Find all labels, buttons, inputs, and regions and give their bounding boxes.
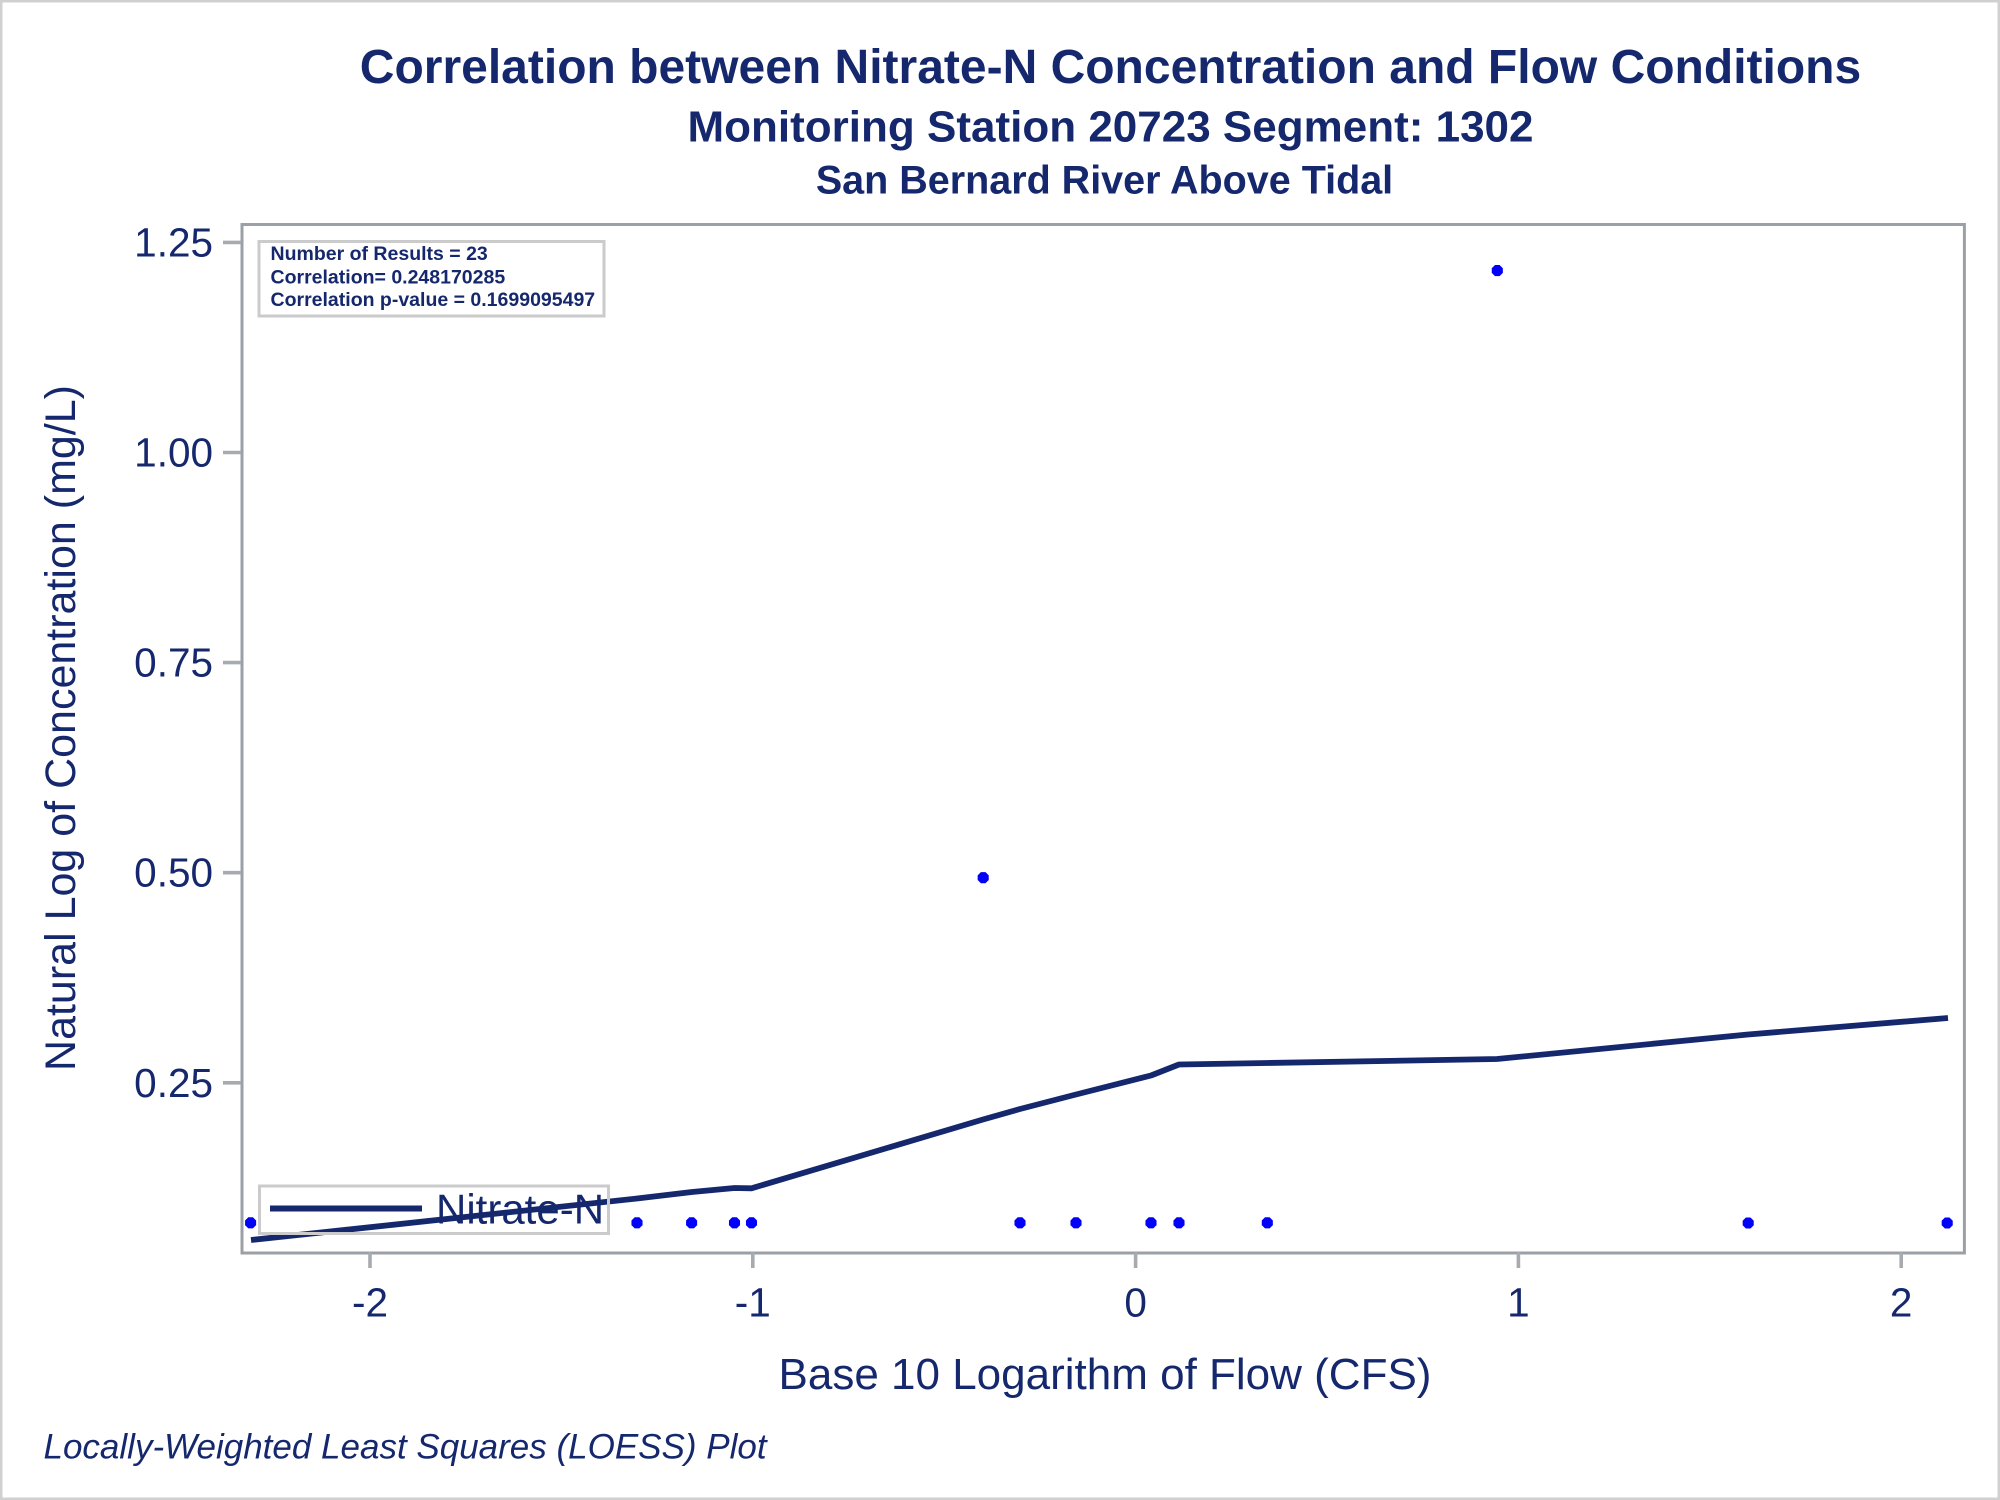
svg-text:Correlation p-value = 0.169909: Correlation p-value = 0.1699095497 bbox=[271, 289, 596, 311]
svg-text:Number of Results = 23: Number of Results = 23 bbox=[271, 243, 488, 265]
svg-text:San Bernard River Above Tidal: San Bernard River Above Tidal bbox=[816, 159, 1393, 203]
svg-text:2: 2 bbox=[1890, 1280, 1913, 1326]
svg-text:0.50: 0.50 bbox=[134, 850, 213, 896]
svg-text:Monitoring Station 20723 Segme: Monitoring Station 20723 Segment: 1302 bbox=[688, 102, 1534, 151]
svg-text:Nitrate-N: Nitrate-N bbox=[436, 1185, 604, 1232]
svg-text:0.25: 0.25 bbox=[134, 1060, 213, 1106]
svg-text:Correlation= 0.248170285: Correlation= 0.248170285 bbox=[271, 266, 506, 288]
svg-text:0.75: 0.75 bbox=[134, 640, 213, 686]
svg-text:Locally-Weighted Least Squares: Locally-Weighted Least Squares (LOESS) P… bbox=[44, 1428, 768, 1467]
svg-text:-1: -1 bbox=[735, 1280, 771, 1326]
svg-text:Correlation between Nitrate-N: Correlation between Nitrate-N Concentrat… bbox=[360, 41, 1861, 94]
svg-text:-2: -2 bbox=[352, 1280, 388, 1326]
svg-text:Base 10 Logarithm of Flow (CFS: Base 10 Logarithm of Flow (CFS) bbox=[779, 1350, 1432, 1399]
svg-text:1.00: 1.00 bbox=[134, 430, 213, 476]
svg-text:0: 0 bbox=[1124, 1280, 1147, 1326]
svg-text:1: 1 bbox=[1507, 1280, 1530, 1326]
svg-text:1.25: 1.25 bbox=[134, 219, 213, 265]
svg-text:Natural Log of Concentration (: Natural Log of Concentration (mg/L) bbox=[37, 385, 85, 1071]
